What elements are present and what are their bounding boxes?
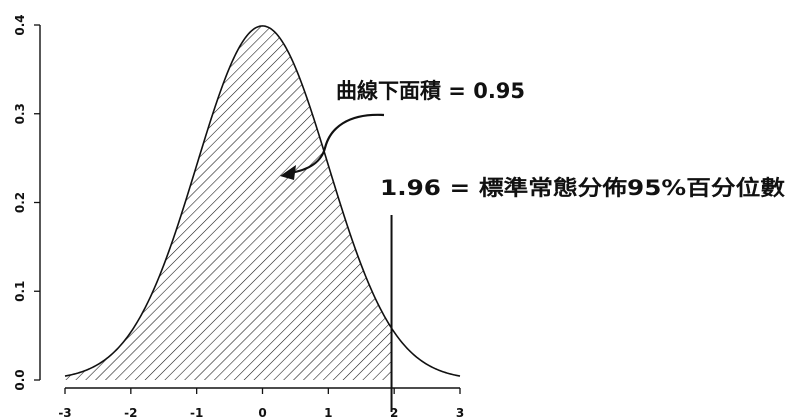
x-tick-label: -3 xyxy=(58,406,71,419)
y-tick-label: 0.1 xyxy=(13,281,27,302)
density-curve xyxy=(64,25,461,377)
y-tick-label: 0.2 xyxy=(13,192,27,213)
x-tick-label: -2 xyxy=(124,406,137,419)
x-tick-label: 3 xyxy=(456,406,464,419)
y-tick-label: 0.4 xyxy=(13,14,27,35)
y-tick-label: 0.0 xyxy=(13,369,27,390)
x-tick-label: 1 xyxy=(324,406,332,419)
percentile-annotation: 1.96 = 標準常態分佈95%百分位數 xyxy=(380,176,785,200)
y-tick-label: 0.3 xyxy=(13,103,27,124)
x-tick-label: 2 xyxy=(390,406,398,419)
x-tick-label: 0 xyxy=(258,406,266,419)
shaded-area-under-curve xyxy=(65,25,392,380)
axes: -3 -2 -1 0 1 2 3 0.0 0.1 0.2 0.3 0.4 xyxy=(13,14,464,419)
area-annotation: 曲線下面積 = 0.95 xyxy=(336,79,525,103)
annotation-arrow xyxy=(289,113,385,175)
x-tick-label: -1 xyxy=(190,406,203,419)
annotation-arrow-head xyxy=(280,165,296,180)
